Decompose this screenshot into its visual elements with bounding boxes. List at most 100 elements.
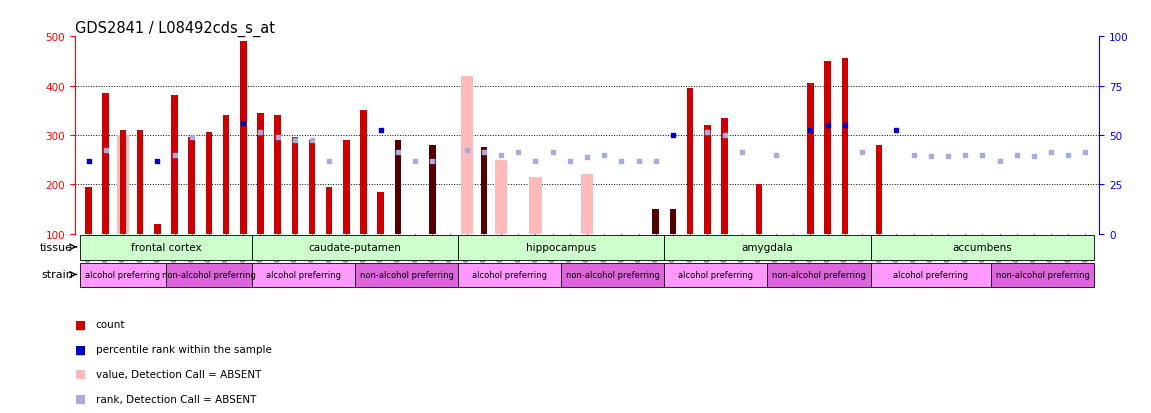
Bar: [137, 131, 144, 234]
Point: [148, 158, 167, 164]
Point: [389, 150, 407, 156]
Bar: [223, 116, 229, 234]
Bar: [355, 263, 458, 288]
Bar: [562, 263, 664, 288]
Point: [561, 158, 579, 164]
Bar: [154, 224, 161, 234]
Bar: [343, 140, 350, 234]
Text: ■: ■: [75, 342, 86, 356]
Point: [268, 135, 287, 141]
Text: alcohol preferring: alcohol preferring: [266, 270, 341, 279]
Bar: [704, 126, 710, 234]
Point: [990, 158, 1008, 164]
Point: [1024, 153, 1043, 159]
Point: [801, 127, 820, 134]
Bar: [378, 192, 384, 234]
Bar: [768, 263, 870, 288]
Point: [234, 120, 252, 126]
Bar: [841, 59, 848, 234]
Bar: [529, 178, 542, 234]
Point: [1059, 152, 1077, 159]
Point: [612, 158, 631, 164]
Text: hippocampus: hippocampus: [526, 242, 596, 252]
Point: [664, 132, 683, 139]
Text: non-alcohol preferring: non-alcohol preferring: [996, 270, 1090, 279]
Text: tissue: tissue: [40, 242, 74, 252]
Bar: [481, 148, 487, 234]
Bar: [291, 138, 298, 234]
Text: frontal cortex: frontal cortex: [130, 242, 201, 252]
Bar: [722, 119, 727, 234]
Point: [647, 158, 665, 164]
Point: [578, 154, 596, 161]
Bar: [189, 138, 195, 234]
Bar: [495, 160, 508, 234]
Bar: [166, 263, 252, 288]
Text: accumbens: accumbens: [953, 242, 1012, 252]
Point: [474, 150, 493, 156]
Text: ■: ■: [75, 392, 86, 405]
Bar: [308, 140, 315, 234]
Point: [320, 158, 338, 164]
Point: [1007, 152, 1026, 159]
Bar: [252, 263, 355, 288]
Point: [836, 122, 854, 129]
Point: [1042, 150, 1060, 156]
Point: [543, 150, 562, 156]
Point: [922, 153, 940, 159]
Point: [956, 152, 975, 159]
Point: [630, 158, 648, 164]
Text: GDS2841 / L08492cds_s_at: GDS2841 / L08492cds_s_at: [75, 21, 275, 37]
Point: [285, 137, 304, 144]
Point: [457, 147, 475, 154]
Bar: [257, 114, 264, 234]
Text: amygdala: amygdala: [741, 242, 793, 252]
Bar: [252, 235, 458, 260]
Text: strain: strain: [41, 270, 74, 280]
Bar: [807, 84, 814, 234]
Bar: [274, 116, 281, 234]
Point: [767, 152, 785, 159]
Bar: [458, 235, 664, 260]
Text: alcohol preferring: alcohol preferring: [85, 270, 160, 279]
Text: percentile rank within the sample: percentile rank within the sample: [96, 344, 272, 354]
Point: [79, 158, 98, 164]
Bar: [206, 133, 212, 234]
Point: [905, 152, 923, 159]
Point: [183, 135, 201, 141]
Point: [595, 152, 613, 159]
Point: [303, 137, 321, 144]
Bar: [241, 42, 246, 234]
Point: [526, 158, 544, 164]
Bar: [120, 131, 127, 234]
Point: [1076, 150, 1095, 156]
Point: [973, 152, 991, 159]
Point: [509, 150, 527, 156]
Text: non-alcohol preferring: non-alcohol preferring: [772, 270, 866, 279]
Bar: [460, 76, 473, 234]
Bar: [85, 187, 92, 234]
Bar: [79, 263, 166, 288]
Bar: [870, 235, 1095, 260]
Point: [491, 152, 510, 159]
Text: alcohol preferring: alcohol preferring: [893, 270, 968, 279]
Text: ■: ■: [75, 367, 86, 380]
Bar: [79, 235, 252, 260]
Bar: [870, 263, 991, 288]
Text: rank, Detection Call = ABSENT: rank, Detection Call = ABSENT: [96, 394, 256, 404]
Point: [818, 122, 837, 129]
Text: count: count: [96, 319, 125, 329]
Text: ■: ■: [75, 318, 86, 331]
Point: [251, 130, 269, 136]
Bar: [581, 175, 593, 234]
Bar: [326, 187, 333, 234]
Point: [715, 132, 733, 139]
Point: [853, 150, 871, 156]
Text: non-alcohol preferring: non-alcohol preferring: [566, 270, 660, 279]
Bar: [360, 111, 367, 234]
Bar: [755, 185, 762, 234]
Point: [887, 127, 906, 134]
Text: value, Detection Call = ABSENT: value, Detection Call = ABSENT: [96, 369, 261, 379]
Point: [166, 152, 184, 159]
Point: [732, 150, 750, 156]
